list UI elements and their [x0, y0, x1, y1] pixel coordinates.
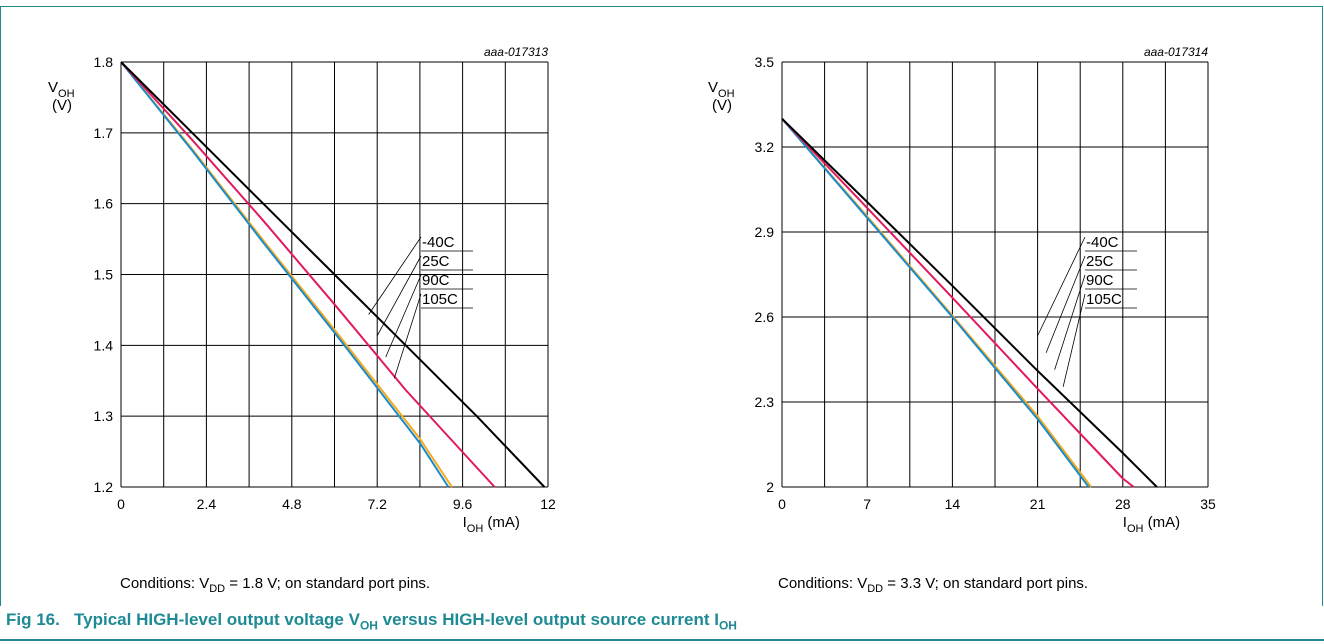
chart-1-code: aaa-017313 [484, 45, 548, 59]
chart-2-series-90C [781, 118, 1090, 488]
chart-1-conditions-prefix: Conditions: V [120, 575, 210, 592]
caption-sub-1: OH [359, 618, 378, 633]
chart-1: 0 2.4 4.8 7.2 9.6 121.21.31.41.51.61.71.8VOH(… [48, 45, 556, 535]
chart-1-ylabel: VOH [48, 79, 75, 100]
chart-2-code: aaa-017314 [1144, 45, 1208, 59]
chart-1-ytick-label: 1.2 [94, 479, 114, 495]
chart-1-ytick-label: 1.7 [94, 125, 114, 141]
chart-1-xlabel-main: I [463, 514, 467, 531]
caption-sub-2: OH [718, 618, 737, 633]
chart-1-ytick-label: 1.5 [94, 267, 114, 283]
chart-2-ytick-label: 2.6 [755, 309, 775, 325]
chart-1-series--40C [120, 61, 546, 488]
figure-bottom-rule [0, 639, 1324, 641]
chart-1-legend-105C: 105C [422, 291, 458, 308]
chart-1-xtick-label: 12 [540, 496, 556, 512]
chart-1-xtick-label: 0 [117, 496, 125, 512]
chart-1-ytick-label: 1.8 [94, 54, 114, 70]
chart-1-conditions-suffix: = 1.8 V; on standard port pins. [225, 575, 431, 592]
chart-1-ytick-label: 1.6 [94, 196, 114, 212]
chart-2-xlabel-unit: (mA) [1143, 514, 1180, 531]
chart-1-leader-25C [376, 255, 422, 336]
chart-1-conditions-sub: DD [209, 583, 226, 595]
chart-2-leader--40C [1037, 236, 1086, 336]
chart-2-legend-105C: 105C [1086, 291, 1122, 308]
chart-1-leader-105C [393, 293, 422, 379]
chart-1-xtick-label: 7.2 [367, 496, 387, 512]
chart-2-series--40C [781, 117, 1158, 488]
chart-2-conditions: Conditions: VDD = 3.3 V; on standard por… [778, 575, 1088, 595]
chart-1-legend-25C: 25C [422, 253, 450, 270]
chart-2-xtick-label: 28 [1115, 496, 1131, 512]
chart-1-leader--40C [368, 236, 422, 315]
chart-1-ytick-label: 1.3 [94, 408, 114, 424]
chart-2-ytick-label: 3.5 [755, 54, 775, 70]
chart-2-xlabel: IOH (mA) [1123, 514, 1180, 535]
chart-2-legend-25C: 25C [1086, 253, 1114, 270]
chart-2-ylabel-main: V [708, 79, 718, 96]
chart-2-ytick-label: 2.9 [755, 224, 775, 240]
chart-2-xtick-label: 35 [1200, 496, 1216, 512]
chart-2-conditions-prefix: Conditions: V [778, 575, 868, 592]
chart-2-leader-105C [1062, 293, 1086, 387]
caption-text-1: Typical HIGH-level output voltage V [74, 610, 360, 629]
chart-2-ytick-label: 2.3 [755, 394, 775, 410]
chart-2-ylabel-unit: (V) [712, 97, 732, 114]
chart-1-ytick-label: 1.4 [94, 337, 114, 353]
chart-2-leader-90C [1054, 274, 1086, 370]
chart-1-legend--40C: -40C [422, 234, 455, 251]
chart-2-xtick-label: 14 [945, 496, 961, 512]
caption-text-2: versus HIGH-level output source current … [377, 610, 719, 629]
figure-label: Fig 16. [6, 610, 60, 629]
chart-2-leader-25C [1045, 255, 1086, 353]
chart-2-legend--40C: -40C [1086, 234, 1119, 251]
chart-1-leader-90C [385, 274, 422, 358]
chart-1-xlabel: IOH (mA) [463, 514, 520, 535]
chart-2-series-25C [781, 118, 1135, 488]
chart-1-xtick-label: 9.6 [453, 496, 473, 512]
chart-1-ylabel-unit: (V) [52, 97, 72, 114]
chart-2-ylabel: VOH [708, 79, 735, 100]
chart-2-xlabel-sub: OH [1127, 523, 1144, 535]
chart-1-xtick-label: 4.8 [282, 496, 302, 512]
chart-2-xlabel-main: I [1123, 514, 1127, 531]
chart-1-series-90C [120, 61, 450, 488]
chart-2-ytick-label: 2 [766, 479, 774, 495]
chart-1-ylabel-main: V [48, 79, 58, 96]
chart-2-xtick-label: 21 [1030, 496, 1046, 512]
chart-1-xlabel-sub: OH [467, 523, 484, 535]
chart-1-xtick-label: 2.4 [197, 496, 217, 512]
chart-1-series-25C [120, 61, 496, 488]
chart-2-ytick-label: 3.2 [755, 139, 775, 155]
chart-1-xlabel-unit: (mA) [483, 514, 520, 531]
chart-1-legend-90C: 90C [422, 272, 450, 289]
chart-2-ylabel-sub: OH [718, 88, 735, 100]
chart-2-legend-90C: 90C [1086, 272, 1114, 289]
chart-2-xtick-label: 0 [778, 496, 786, 512]
figure-caption: Fig 16. Typical HIGH-level output voltag… [6, 610, 737, 632]
chart-2-conditions-sub: DD [867, 583, 884, 595]
chart-1-ylabel-sub: OH [58, 88, 75, 100]
chart-2-xtick-label: 7 [863, 496, 871, 512]
chart-2-conditions-suffix: = 3.3 V; on standard port pins. [883, 575, 1089, 592]
chart-1-conditions: Conditions: VDD = 1.8 V; on standard por… [120, 575, 430, 595]
figure-frame [0, 6, 1323, 606]
